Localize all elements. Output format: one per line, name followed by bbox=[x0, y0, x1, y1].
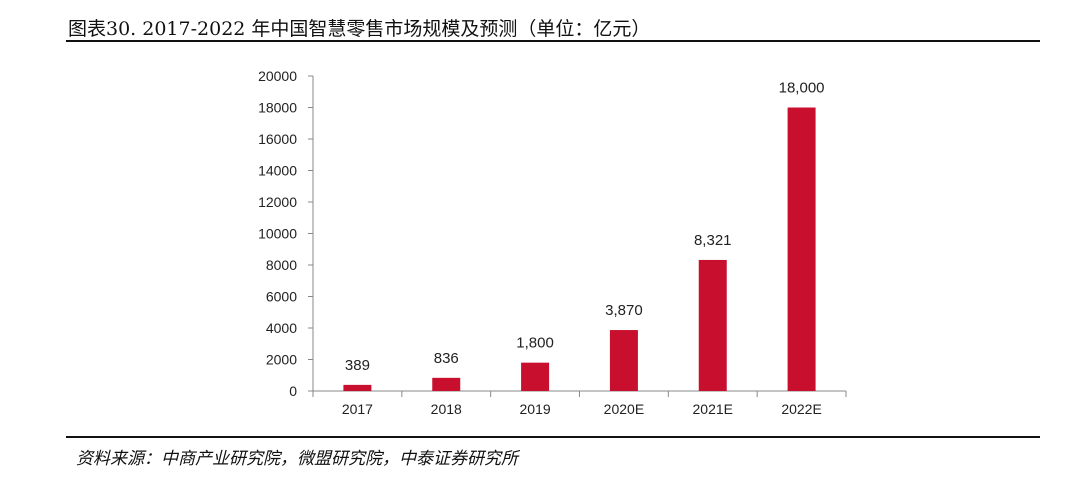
source-divider bbox=[66, 436, 1040, 438]
y-tick-label: 4000 bbox=[266, 320, 297, 336]
data-labels: 389 836 1,800 3,870 8,321 18,000 bbox=[345, 80, 825, 374]
x-tick-label: 2021E bbox=[693, 401, 733, 417]
bar bbox=[521, 362, 550, 391]
x-tick-label: 2022E bbox=[781, 401, 821, 417]
y-tick-label: 2000 bbox=[266, 352, 297, 368]
y-tick-label: 16000 bbox=[258, 131, 297, 147]
x-axis: 2017 2018 2019 2020E 2021E 2022E bbox=[312, 390, 847, 417]
x-tick-label: 2020E bbox=[604, 401, 644, 417]
bar bbox=[609, 330, 638, 391]
data-label: 836 bbox=[434, 350, 459, 367]
bar bbox=[343, 384, 372, 391]
bar-series bbox=[343, 107, 816, 391]
chart-title: 图表30. 2017-2022 年中国智慧零售市场规模及预测（单位：亿元） bbox=[68, 18, 651, 40]
bar bbox=[698, 259, 727, 391]
y-tick-label: 0 bbox=[289, 383, 297, 399]
bar bbox=[787, 107, 816, 391]
x-tick-label: 2018 bbox=[431, 401, 462, 417]
y-tick-label: 14000 bbox=[258, 163, 297, 179]
data-label: 3,870 bbox=[605, 302, 643, 319]
y-tick-label: 8000 bbox=[266, 257, 297, 273]
bar bbox=[432, 377, 461, 391]
y-axis: 0 2000 4000 6000 8000 10000 12000 14000 16000 180… bbox=[258, 68, 314, 399]
data-label: 18,000 bbox=[779, 80, 825, 97]
y-tick-label: 10000 bbox=[258, 226, 297, 242]
data-label: 389 bbox=[345, 357, 370, 374]
y-tick-label: 18000 bbox=[258, 100, 297, 116]
title-divider bbox=[66, 40, 1040, 42]
data-label: 8,321 bbox=[694, 232, 732, 249]
y-tick-label: 12000 bbox=[258, 194, 297, 210]
source-note: 资料来源：中商产业研究院，微盟研究院，中泰证券研究所 bbox=[76, 449, 518, 469]
x-tick-label: 2019 bbox=[520, 401, 551, 417]
y-tick-label: 20000 bbox=[258, 68, 297, 84]
data-label: 1,800 bbox=[516, 335, 554, 352]
y-tick-label: 6000 bbox=[266, 289, 297, 305]
x-tick-label: 2017 bbox=[342, 401, 373, 417]
